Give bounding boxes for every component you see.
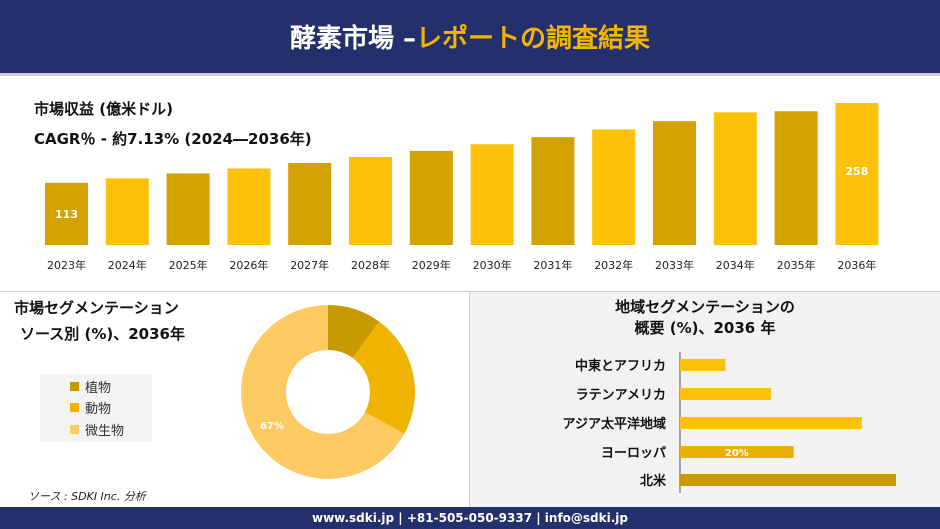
segment-title-1: 市場セグメンテーション (14, 299, 179, 317)
footer-contact: www.sdki.jp | +81-505-050-9337 | info@sd… (0, 507, 940, 529)
year-tick-label: 2034年 (716, 258, 755, 272)
donut-slice (240, 305, 405, 480)
region-data-label: 20% (725, 448, 749, 459)
revenue-bar (531, 137, 575, 245)
segment-title-2: ソース別 (%)、2036年 (20, 325, 185, 343)
region-label: 中東とアフリカ (575, 358, 666, 374)
header-title-accent: レポートの調査結果 (416, 24, 651, 54)
donut-slice (352, 321, 416, 434)
region-bar (680, 417, 862, 429)
year-tick-label: 2023年 (47, 258, 86, 272)
donut-data-label: 67% (260, 421, 284, 432)
region-bar (680, 446, 794, 458)
legend-item-animal: 動物 (70, 398, 111, 417)
header-banner: 酵素市場 – レポートの調査結果 (0, 0, 940, 73)
revenue-bar (349, 156, 392, 245)
legend-swatch (70, 425, 79, 434)
region-label: 北米 (640, 473, 667, 489)
region-bar (680, 474, 896, 486)
revenue-bar (105, 178, 149, 245)
donut-slice (328, 305, 380, 359)
year-tick-label: 2027年 (290, 258, 329, 272)
year-tick-label: 2036年 (837, 258, 876, 272)
year-tick-label: 2026年 (229, 258, 268, 272)
cagr-label: CAGR％ - 約7.13% (2024―2036年) (34, 130, 312, 148)
revenue-bar (288, 162, 332, 245)
year-tick-label: 2031年 (533, 258, 572, 272)
year-tick-label: 2028年 (351, 258, 390, 272)
pie-legend: 植物 動物 微生物 (40, 374, 152, 442)
bar-data-label: 258 (845, 165, 868, 178)
revenue-bar (592, 129, 636, 245)
section-divider (0, 291, 940, 292)
revenue-bar (713, 112, 757, 245)
legend-label: 植物 (85, 381, 112, 396)
revenue-bar (166, 173, 210, 245)
region-label: ラテンアメリカ (576, 388, 666, 403)
year-tick-label: 2025年 (169, 258, 208, 272)
region-bar (680, 388, 771, 400)
year-tick-label: 2024年 (108, 258, 147, 272)
region-label: アジア太平洋地域 (563, 416, 666, 432)
year-tick-label: 2030年 (473, 258, 512, 272)
revenue-bar (227, 168, 271, 245)
revenue-bar (470, 144, 514, 245)
header-title: 酵素市場 – (289, 24, 417, 54)
revenue-bar (774, 111, 818, 245)
bar-data-label: 113 (55, 208, 78, 221)
panel-divider (469, 292, 470, 507)
revenue-bar (653, 121, 696, 245)
year-tick-label: 2033年 (655, 258, 694, 272)
revenue-bar (45, 182, 88, 245)
source-note: ソース : SDKI Inc. 分析 (28, 490, 146, 503)
year-tick-label: 2032年 (594, 258, 633, 272)
legend-label: 動物 (85, 402, 112, 417)
year-tick-label: 2029年 (412, 258, 451, 272)
revenue-bar (835, 103, 879, 245)
legend-swatch (70, 382, 79, 391)
region-bar (680, 359, 726, 371)
region-label: ヨーロッパ (601, 446, 666, 461)
header-divider (0, 73, 940, 76)
revenue-label: 市場収益 (億米ドル) (34, 100, 173, 118)
legend-swatch (70, 403, 79, 412)
legend-label: 微生物 (85, 424, 125, 439)
year-tick-label: 2035年 (777, 258, 816, 272)
revenue-bar (409, 150, 453, 245)
legend-item-microbe: 微生物 (70, 420, 124, 439)
legend-item-plant: 植物 (70, 377, 111, 396)
region-title-1: 地域セグメンテーションの (615, 298, 795, 316)
region-title-2: 概要 (%)、2036 年 (634, 319, 776, 337)
